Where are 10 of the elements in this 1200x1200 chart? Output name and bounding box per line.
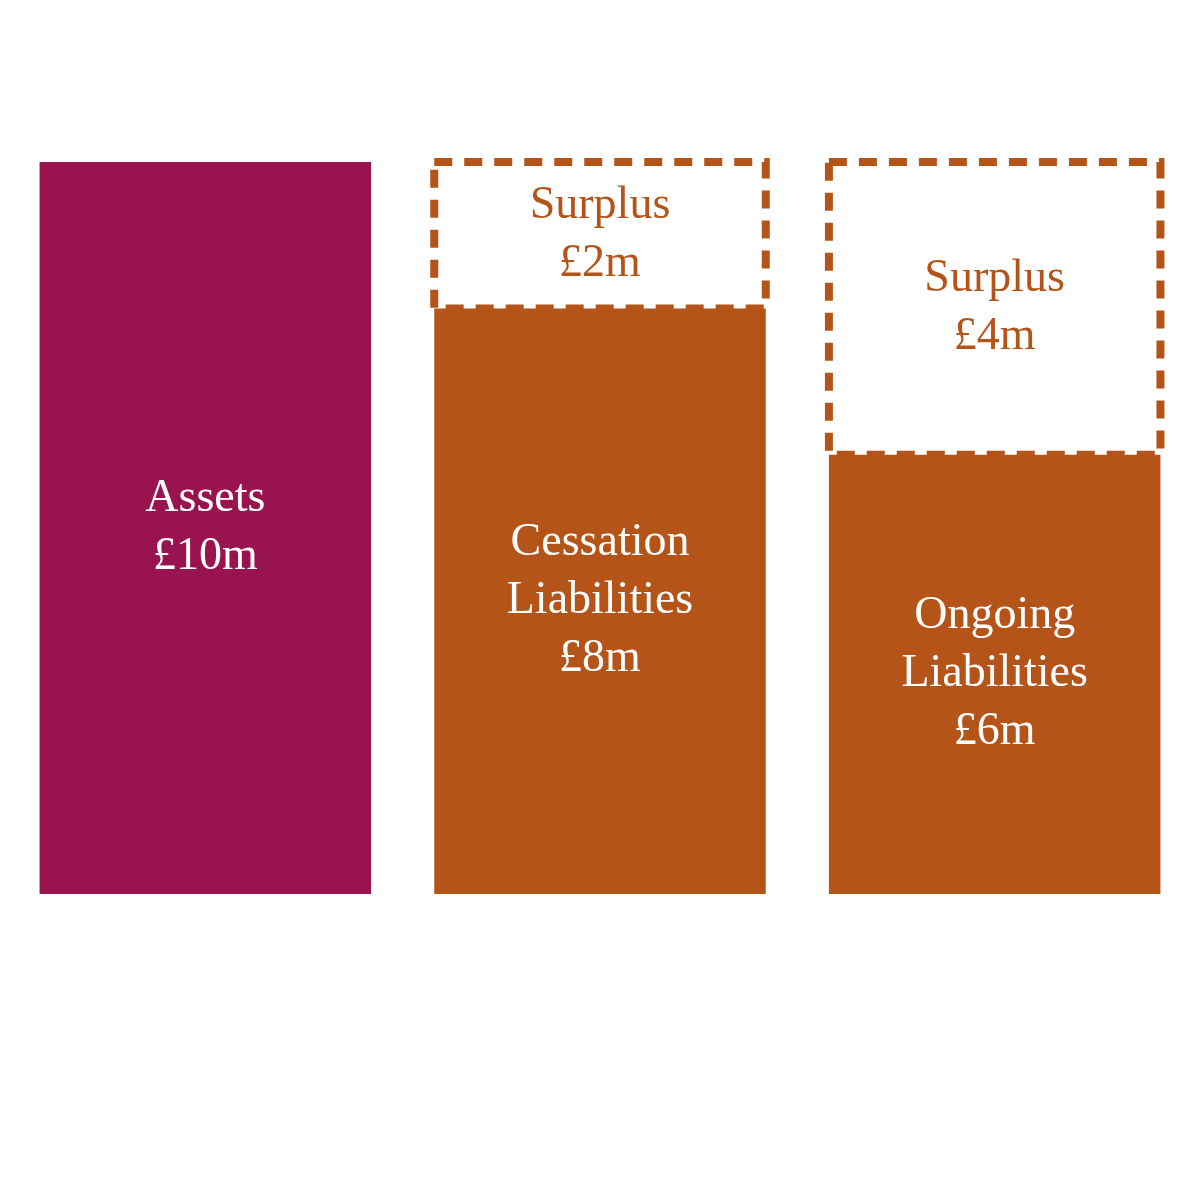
- series-label: Ongoing Liabilities: [901, 587, 1088, 697]
- text: Surplus: [924, 250, 1065, 302]
- data-label: £2m: [559, 235, 642, 287]
- series-label: Cessation Liabilities: [506, 514, 694, 624]
- series-label: Surplus: [529, 177, 671, 229]
- data-label: £6m: [953, 703, 1036, 755]
- data-label: £8m: [559, 630, 642, 682]
- series-label: Assets: [145, 470, 266, 522]
- data-label: £4m: [953, 308, 1036, 360]
- data-label: £10m: [152, 528, 258, 580]
